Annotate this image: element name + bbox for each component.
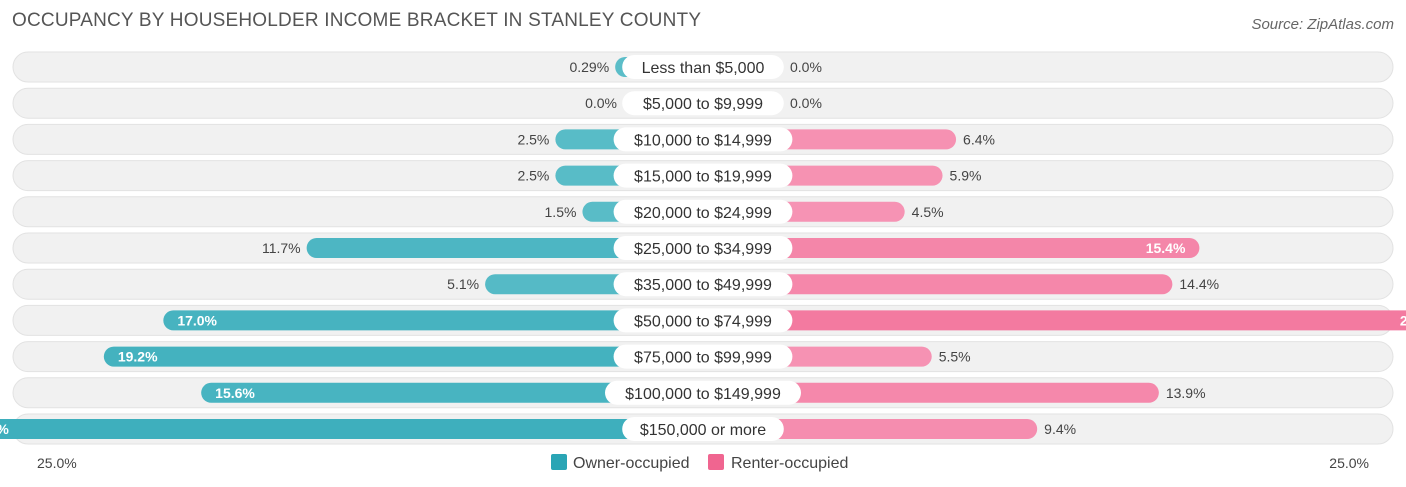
owner-value-label: 2.5% (517, 168, 549, 184)
legend-owner-label: Owner-occupied (573, 455, 690, 472)
owner-value-label: 0.29% (569, 59, 609, 75)
chart-row: $35,000 to $49,999 5.1% 14.4% (12, 268, 1394, 300)
renter-bar (703, 419, 1038, 439)
category-label: $50,000 to $74,999 (634, 313, 772, 330)
owner-value-label: 11.7% (262, 240, 301, 256)
owner-value-label: 1.5% (545, 204, 577, 220)
axis-left-label: 25.0% (37, 455, 77, 471)
category-label: $75,000 to $99,999 (634, 350, 772, 367)
renter-value-label: 0.0% (790, 95, 822, 111)
owner-value-label: 2.5% (517, 131, 549, 147)
renter-value-label: 6.4% (963, 131, 995, 147)
renter-value-label: 0.0% (790, 59, 822, 75)
owner-value-label: 15.6% (215, 385, 255, 401)
owner-value-label: 24.7% (0, 421, 9, 437)
chart-row: $20,000 to $24,999 1.5% 4.5% (12, 196, 1394, 228)
category-pill (613, 308, 793, 333)
category-label: $15,000 to $19,999 (634, 169, 772, 186)
legend-renter-swatch (708, 454, 724, 470)
category-label: $20,000 to $24,999 (634, 205, 772, 222)
axis-right-label: 25.0% (1329, 455, 1369, 471)
renter-bar (703, 274, 1173, 295)
renter-value-label: 15.4% (1146, 240, 1186, 256)
category-pill (613, 199, 793, 224)
chart-source: Source: ZipAtlas.com (1251, 16, 1394, 33)
owner-bar (163, 310, 703, 331)
legend-renter-label: Renter-occupied (731, 455, 848, 472)
owner-bar (103, 346, 703, 367)
owner-value-label: 17.0% (177, 312, 217, 328)
category-label: $35,000 to $49,999 (634, 277, 772, 294)
chart-row: $150,000 or more 24.7% 9.4% (0, 413, 1394, 445)
chart-row: $15,000 to $19,999 2.5% 5.9% (12, 160, 1394, 192)
chart-row: $25,000 to $34,999 11.7% 15.4% (12, 232, 1394, 264)
category-label: Less than $5,000 (642, 60, 765, 77)
category-pill (613, 344, 793, 369)
category-pill (605, 380, 801, 405)
chart-row: $10,000 to $14,999 2.5% 6.4% (12, 123, 1394, 155)
category-label: $10,000 to $14,999 (634, 132, 772, 149)
chart-row: $5,000 to $9,999 0.0% 0.0% (12, 87, 1394, 119)
category-pill (622, 417, 784, 441)
renter-bar (703, 310, 1406, 331)
owner-bar (306, 238, 703, 258)
owner-bar (0, 419, 703, 439)
category-label: $25,000 to $34,999 (634, 241, 772, 258)
renter-value-label: 24.8% (1400, 312, 1406, 328)
category-pill (613, 236, 793, 260)
category-pill (613, 127, 793, 152)
category-pill (613, 163, 793, 188)
category-pill (622, 55, 784, 79)
renter-value-label: 5.9% (950, 168, 982, 184)
category-label: $5,000 to $9,999 (643, 96, 763, 113)
owner-value-label: 5.1% (447, 276, 479, 292)
owner-bar (201, 382, 703, 403)
renter-bar (703, 382, 1159, 403)
renter-value-label: 14.4% (1179, 276, 1219, 292)
renter-bar (703, 238, 1200, 258)
owner-value-label: 0.0% (585, 95, 617, 111)
renter-value-label: 13.9% (1166, 385, 1206, 401)
chart-row: $75,000 to $99,999 19.2% 5.5% (12, 341, 1394, 373)
category-label: $100,000 to $149,999 (625, 386, 781, 403)
chart-title: OCCUPANCY BY HOUSEHOLDER INCOME BRACKET … (12, 10, 702, 31)
category-pill (613, 272, 793, 297)
chart-row: $50,000 to $74,999 17.0% 24.8% (12, 304, 1406, 336)
renter-value-label: 5.5% (939, 349, 971, 365)
owner-value-label: 19.2% (118, 349, 158, 365)
renter-value-label: 9.4% (1044, 421, 1076, 437)
legend: Owner-occupied Renter-occupied (551, 454, 848, 472)
category-label: $150,000 or more (640, 422, 766, 439)
legend-owner-swatch (551, 454, 567, 470)
category-pill (622, 91, 784, 116)
chart-row: Less than $5,000 0.29% 0.0% (12, 51, 1394, 83)
renter-value-label: 4.5% (912, 204, 944, 220)
chart-row: $100,000 to $149,999 15.6% 13.9% (12, 377, 1394, 409)
